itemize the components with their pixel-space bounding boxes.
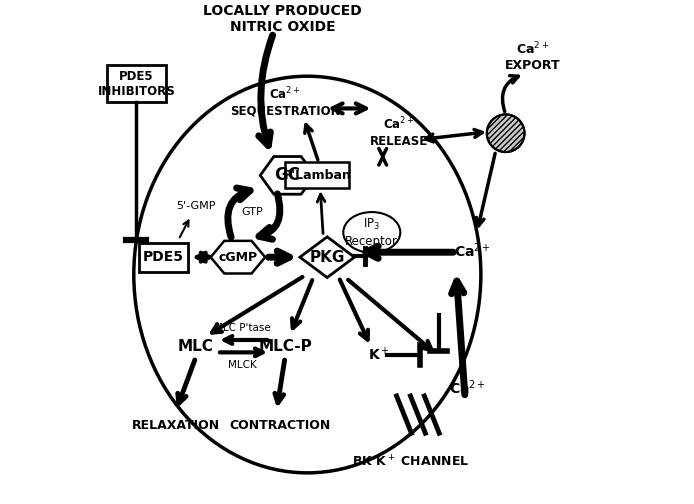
Text: Ca$^{2+}$
SEQUESTRATION: Ca$^{2+}$ SEQUESTRATION bbox=[230, 86, 340, 118]
Text: MLCK: MLCK bbox=[228, 360, 256, 370]
Text: cGMP: cGMP bbox=[219, 250, 257, 264]
Text: MLC P'tase: MLC P'tase bbox=[214, 323, 270, 333]
Text: Ca$^{2+}$: Ca$^{2+}$ bbox=[448, 379, 485, 397]
Text: PKG: PKG bbox=[310, 249, 345, 265]
Text: RELAXATION: RELAXATION bbox=[132, 419, 220, 432]
Text: 5'-GMP: 5'-GMP bbox=[176, 201, 216, 211]
Text: P'Lamban: P'Lamban bbox=[283, 169, 352, 182]
Polygon shape bbox=[300, 237, 355, 278]
Text: BK K$^+$ CHANNEL: BK K$^+$ CHANNEL bbox=[352, 454, 469, 469]
Text: GTP: GTP bbox=[241, 207, 262, 217]
Text: K$^+$: K$^+$ bbox=[369, 346, 390, 363]
Text: MLC-P: MLC-P bbox=[258, 339, 312, 354]
FancyBboxPatch shape bbox=[285, 162, 350, 188]
FancyBboxPatch shape bbox=[139, 243, 188, 272]
Text: GC: GC bbox=[275, 166, 301, 184]
Text: MLC: MLC bbox=[178, 339, 214, 354]
Polygon shape bbox=[211, 241, 265, 274]
Polygon shape bbox=[260, 157, 315, 194]
Text: CONTRACTION: CONTRACTION bbox=[230, 419, 330, 432]
Text: PDE5: PDE5 bbox=[143, 250, 184, 264]
Circle shape bbox=[486, 114, 525, 152]
Text: PDE5
INHIBITORS: PDE5 INHIBITORS bbox=[97, 70, 175, 98]
Ellipse shape bbox=[344, 212, 400, 253]
Text: Ca$^{2+}$: Ca$^{2+}$ bbox=[454, 241, 491, 260]
Text: Ca$^{2+}$
RELEASE: Ca$^{2+}$ RELEASE bbox=[370, 116, 428, 148]
Text: IP$_3$
Receptor: IP$_3$ Receptor bbox=[346, 217, 398, 248]
Text: LOCALLY PRODUCED
NITRIC OXIDE: LOCALLY PRODUCED NITRIC OXIDE bbox=[203, 4, 362, 34]
FancyBboxPatch shape bbox=[106, 65, 166, 102]
Text: Ca$^{2+}$
EXPORT: Ca$^{2+}$ EXPORT bbox=[505, 40, 561, 72]
